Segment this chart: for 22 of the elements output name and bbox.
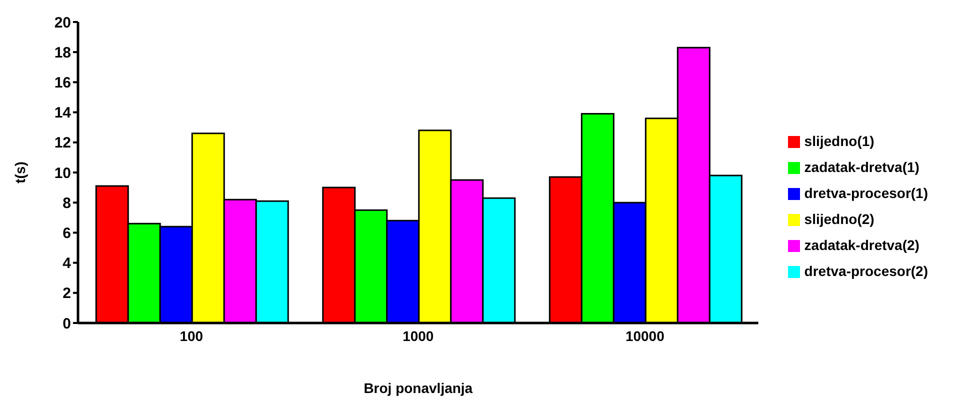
legend-label: dretva-procesor(2) bbox=[804, 262, 928, 278]
y-tick-label: 0 bbox=[62, 315, 71, 332]
legend-label: slijedno(1) bbox=[804, 132, 874, 148]
y-tick-label: 20 bbox=[54, 14, 71, 32]
legend-label: dretva-procesor(1) bbox=[804, 184, 928, 200]
y-tick-label: 10 bbox=[54, 164, 71, 182]
y-tick-label: 2 bbox=[62, 285, 71, 302]
x-tick-label: 100 bbox=[180, 328, 204, 344]
y-axis-title: t(s) bbox=[12, 162, 28, 184]
legend-label: zadatak-dretva(2) bbox=[804, 236, 920, 252]
y-tick-label: 16 bbox=[54, 74, 71, 92]
x-tick-label: 1000 bbox=[402, 328, 434, 344]
legend-label: slijedno(2) bbox=[804, 210, 874, 226]
y-tick-label: 12 bbox=[54, 134, 71, 152]
y-tick-label: 4 bbox=[62, 255, 72, 272]
x-tick-label: 10000 bbox=[625, 328, 665, 344]
y-tick-label: 14 bbox=[54, 104, 72, 122]
legend-label: zadatak-dretva(1) bbox=[804, 158, 920, 174]
y-tick-label: 6 bbox=[62, 225, 71, 242]
y-tick-label: 8 bbox=[62, 194, 71, 212]
x-axis-title: Broj ponavljanja bbox=[364, 380, 473, 396]
y-tick-label: 18 bbox=[54, 44, 71, 62]
